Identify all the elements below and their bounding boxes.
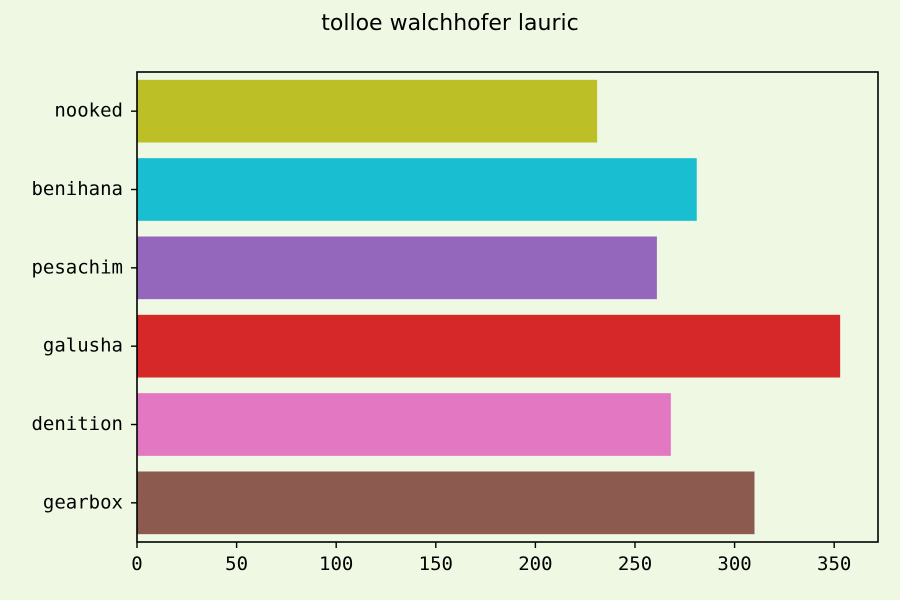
x-tick-label: 150 — [419, 553, 453, 575]
chart-title: tolloe walchhofer lauric — [321, 11, 578, 36]
y-tick-label: pesachim — [31, 256, 123, 278]
y-tick-label: benihana — [31, 178, 123, 200]
plot-frame — [136, 71, 879, 543]
x-tick-label: 100 — [319, 553, 353, 575]
y-axis: nooked benihana pesachim galusha denition gea… — [31, 100, 137, 513]
x-tick-label: 50 — [225, 553, 248, 575]
bar-denition — [137, 393, 671, 456]
x-tick-label: 250 — [618, 553, 652, 575]
y-tick-label: denition — [31, 413, 123, 435]
y-tick-label: nooked — [54, 100, 123, 122]
bars-group — [137, 79, 841, 535]
x-tick-label: 350 — [817, 553, 851, 575]
bar-pesachim — [137, 236, 657, 300]
x-axis: 0 50 100 150 200 250 300 350 — [131, 542, 851, 575]
bar-galusha — [137, 314, 841, 378]
bar-gearbox — [137, 471, 755, 535]
bar-nooked — [137, 79, 598, 143]
y-tick-label: gearbox — [43, 491, 123, 513]
x-tick-label: 0 — [131, 553, 142, 575]
x-tick-label: 200 — [518, 553, 552, 575]
x-tick-label: 300 — [717, 553, 751, 575]
bar-benihana — [137, 158, 697, 221]
y-tick-label: galusha — [43, 335, 123, 357]
